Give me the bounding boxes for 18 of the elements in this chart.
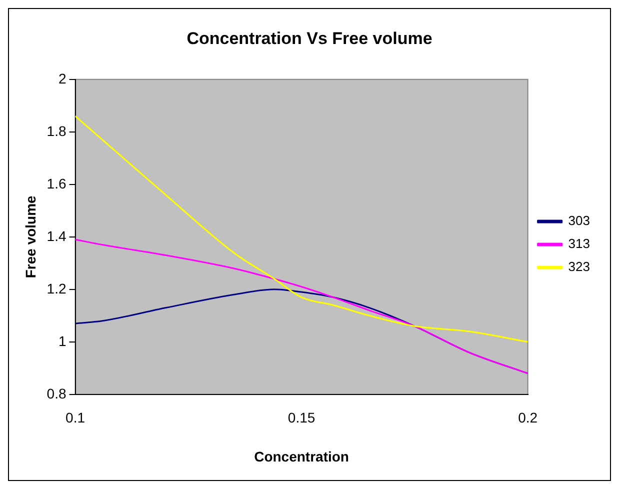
y-tick-label: 2 [58,70,66,86]
x-tick-label: 0.15 [288,410,316,426]
y-tick-label: 1.8 [46,122,66,139]
legend-label: 303 [568,213,590,228]
y-tick-label: 1 [58,332,66,349]
y-tick-label: 1.2 [46,280,66,296]
line-series [75,115,528,343]
x-tick-label: 0.1 [66,410,86,426]
y-tick-label: 1.6 [46,175,66,192]
chart-title: Concentration Vs Free volume [186,28,432,48]
legend-label: 323 [568,259,590,274]
y-axis-title: Free volume [22,195,38,278]
x-tick-label: 0.2 [518,410,538,426]
y-tick-label: 0.8 [46,385,66,402]
x-axis-title: Concentration [254,448,349,464]
y-tick-label: 1.4 [46,228,66,244]
line-series [75,238,528,374]
legend-label: 313 [568,236,590,252]
